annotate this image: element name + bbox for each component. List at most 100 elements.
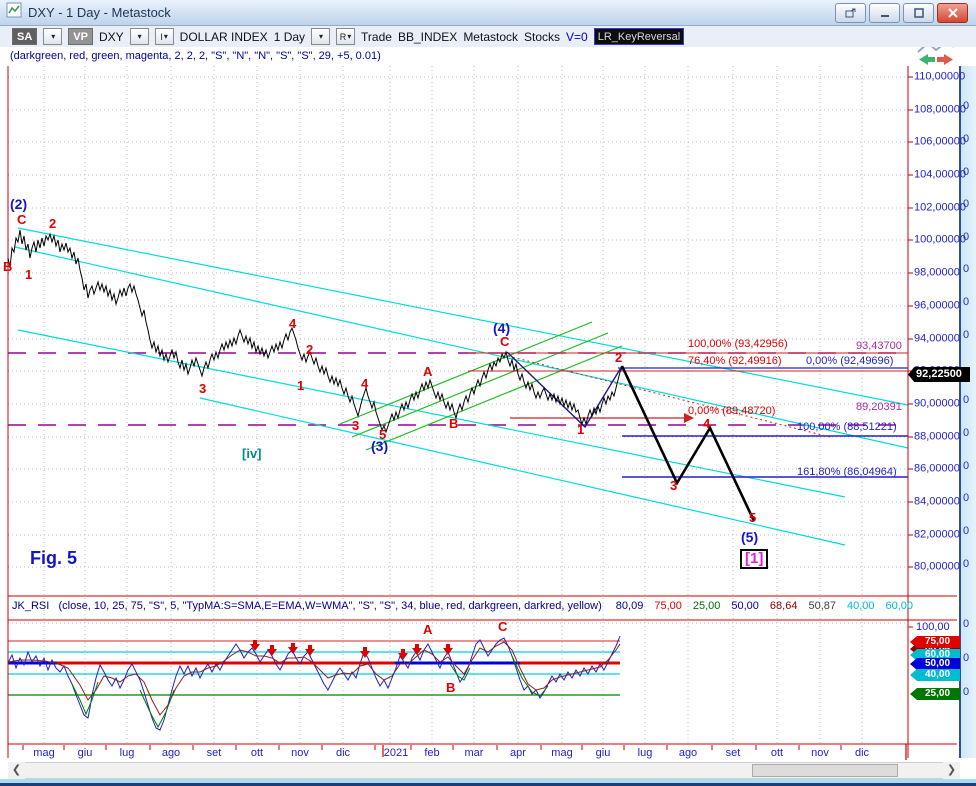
- background-window-strip: [959, 66, 976, 758]
- price-axis-label: 98,00000: [914, 266, 960, 279]
- scroll-left-button[interactable]: ❮: [8, 762, 25, 779]
- minimize-button[interactable]: [869, 3, 900, 23]
- month-label: giu: [595, 747, 611, 759]
- r-dropdown-button[interactable]: R: [336, 28, 356, 45]
- toolbar: SA VP DXY I DOLLAR INDEX 1 Day R Trade B…: [0, 26, 976, 47]
- month-label: nov: [291, 747, 309, 759]
- maximize-button[interactable]: [903, 3, 934, 23]
- price-axis-label: 84,00000: [914, 495, 960, 508]
- wave-label: 4: [289, 316, 297, 331]
- wave-label: 1: [297, 378, 305, 393]
- sa-dropdown-caret-icon[interactable]: [43, 28, 63, 45]
- rsi-value: 75,00: [654, 600, 682, 612]
- wave-label: (2): [10, 196, 28, 212]
- interval-dropdown-button[interactable]: I: [154, 28, 174, 45]
- rsi-value: 50,00: [731, 600, 759, 612]
- stocks-label: Stocks: [524, 29, 561, 44]
- wave-label: B: [3, 259, 13, 274]
- title-bar: DXY - 1 Day - Metastock: [0, 0, 976, 26]
- strip-digit-fragment: 0: [963, 329, 970, 341]
- month-label: lug: [637, 747, 653, 759]
- rsi-wave-label: C: [498, 619, 508, 634]
- strip-digit-fragment: 0: [963, 231, 970, 243]
- fibonacci-label: 100,00% (88,51221): [797, 421, 897, 433]
- sa-button[interactable]: SA: [12, 28, 38, 45]
- month-label: ott: [250, 747, 264, 759]
- wave-label: 2: [306, 342, 314, 357]
- scroll-right-button[interactable]: ❯: [943, 762, 960, 779]
- indicator-tag[interactable]: LR_KeyReversal: [593, 28, 685, 45]
- strip-digit-fragment: 0: [963, 100, 970, 112]
- month-label: giu: [77, 747, 93, 759]
- month-label: lug: [119, 747, 135, 759]
- trade-label[interactable]: Trade: [361, 29, 392, 44]
- month-label: mag: [33, 747, 55, 759]
- volume-label: V=0: [566, 29, 588, 44]
- strip-digit-fragment: 0: [963, 394, 970, 406]
- price-axis-label: 80,00000: [914, 560, 960, 573]
- price-axis-label: 106,00000: [914, 135, 966, 148]
- price-axis-label: 96,00000: [914, 299, 960, 312]
- price-axis-label: 88,00000: [914, 430, 960, 443]
- strip-digit-fragment: 0: [963, 525, 970, 537]
- vp-button[interactable]: VP: [68, 28, 93, 45]
- scrollbar-thumb[interactable]: [752, 764, 898, 777]
- strip-digit-fragment: 0: [963, 296, 970, 308]
- price-axis-label: 94,00000: [914, 332, 960, 345]
- period-dropdown-button[interactable]: [311, 28, 331, 45]
- fibonacci-label: 93,43700: [856, 340, 902, 352]
- rsi-value: 50,87: [808, 600, 836, 612]
- symbol-label: DXY: [98, 29, 124, 44]
- month-label: mar: [464, 747, 484, 759]
- platform-label: Metastock: [463, 29, 518, 44]
- month-label: feb: [424, 747, 440, 759]
- restore-button[interactable]: [835, 3, 866, 23]
- strip-digit-fragment: 0: [963, 686, 970, 698]
- rsi-value: 68,64: [769, 600, 798, 612]
- wave-label: (4): [493, 320, 511, 336]
- wave-label: 5: [749, 510, 757, 525]
- price-axis-label: 108,00000: [914, 103, 966, 116]
- period-label: 1 Day: [273, 29, 306, 44]
- symbol-dropdown-button[interactable]: [129, 28, 149, 45]
- window-bottom-edge: [0, 783, 976, 786]
- wave-label: 1: [577, 422, 585, 437]
- strip-digit-fragment: 0: [963, 263, 970, 275]
- strip-digit-fragment: 0: [963, 460, 970, 472]
- rsi-wave-label: A: [423, 622, 433, 637]
- rsi-level-tag: 25,00: [910, 688, 960, 700]
- month-label: nov: [811, 747, 829, 759]
- current-price-tag: 92,22500: [908, 367, 970, 382]
- month-label: 2021: [383, 747, 409, 759]
- fibonacci-label: 89,20391: [856, 401, 902, 413]
- instrument-label: DOLLAR INDEX: [179, 29, 268, 44]
- wave-label: 3: [352, 418, 360, 433]
- rsi-level-tag: 75,00: [910, 636, 960, 648]
- fibonacci-label: 0,00% (92,49696): [806, 355, 894, 367]
- price-axis-label: 104,00000: [914, 168, 966, 181]
- rsi-value: 40,00: [846, 600, 875, 612]
- rsi-level-tag: 40,00: [910, 669, 960, 681]
- wave-label: 4: [703, 416, 711, 431]
- price-axis-label: 86,00000: [914, 462, 960, 475]
- wave-label: B: [449, 416, 459, 431]
- month-label: ott: [770, 747, 784, 759]
- wave-label: 1: [25, 267, 33, 282]
- rsi-value: 25,00: [692, 600, 721, 612]
- strip-digit-fragment: 0: [963, 652, 970, 664]
- app-chart-icon: [6, 2, 22, 23]
- strip-digit-fragment: 0: [963, 427, 970, 439]
- rsi-value: 80,09: [615, 600, 644, 612]
- wave-label: C: [17, 212, 27, 227]
- month-label: set: [725, 747, 741, 759]
- month-label: dic: [335, 747, 351, 759]
- strip-digit-fragment: 0: [963, 198, 970, 210]
- watchlist-label: BB_INDEX: [397, 29, 458, 44]
- close-button[interactable]: [937, 3, 968, 23]
- month-label: ago: [678, 747, 698, 759]
- rsi-value: 60,00: [885, 600, 914, 612]
- figure-caption: Fig. 5: [30, 548, 78, 568]
- rsi-values: 80,09 75,00 25,00 50,00 68,64 50,87 40,00 60,00: [605, 600, 913, 612]
- rsi-level-tag: 50,00: [910, 658, 960, 670]
